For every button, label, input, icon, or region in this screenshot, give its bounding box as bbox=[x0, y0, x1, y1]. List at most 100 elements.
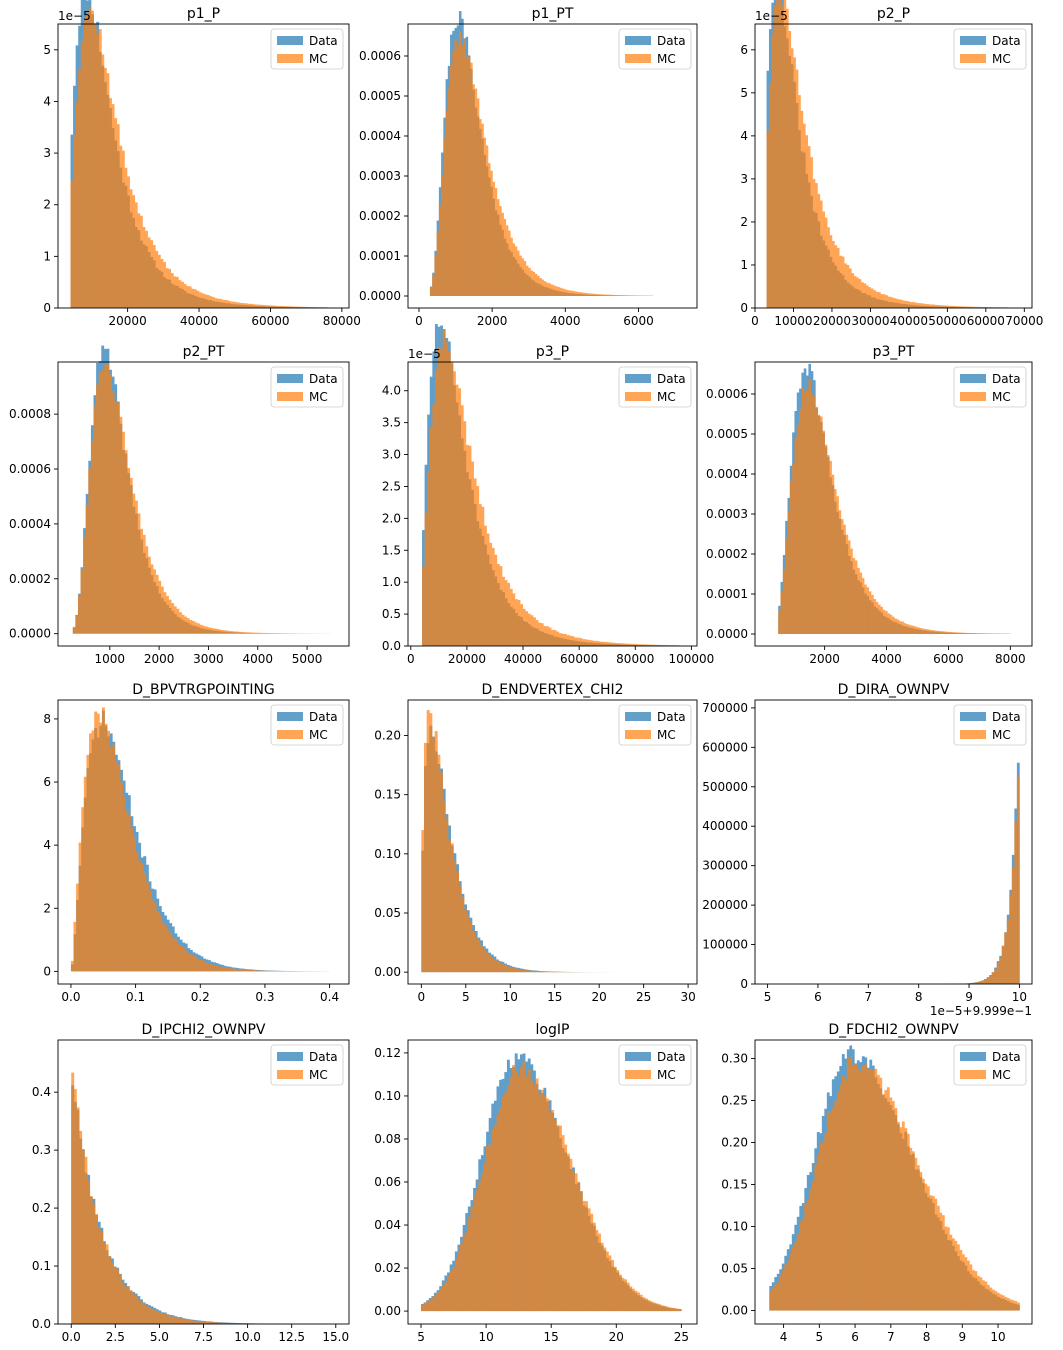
histogram-bar bbox=[122, 796, 126, 972]
legend-label-data: Data bbox=[309, 372, 338, 386]
histogram-bar bbox=[561, 288, 565, 296]
histogram-bar bbox=[865, 285, 869, 308]
x-tick-label: 9 bbox=[965, 990, 973, 1004]
histogram-bar bbox=[89, 1196, 93, 1324]
x-tick-label: 0.1 bbox=[126, 990, 145, 1004]
histogram-bar bbox=[561, 1135, 565, 1312]
histogram-bar bbox=[233, 631, 237, 634]
histogram-bar bbox=[175, 276, 179, 308]
histogram-bar bbox=[445, 110, 449, 297]
histogram-bar bbox=[502, 576, 505, 646]
histogram-bar bbox=[444, 1281, 448, 1312]
axes-frame bbox=[754, 23, 1033, 309]
histogram-bar bbox=[512, 593, 516, 646]
histogram-bar bbox=[142, 534, 146, 634]
histogram-bar bbox=[504, 1092, 508, 1312]
histogram-bar bbox=[856, 1068, 860, 1311]
histogram-bar bbox=[525, 265, 529, 296]
histogram-bar bbox=[902, 300, 905, 308]
histogram-bar bbox=[129, 478, 133, 634]
histogram-bar bbox=[104, 723, 108, 972]
histogram-bar bbox=[137, 213, 141, 308]
legend-label-mc: MC bbox=[309, 390, 328, 404]
histogram-bar bbox=[530, 970, 534, 973]
histogram-bar bbox=[220, 629, 224, 634]
histogram-bar bbox=[421, 829, 425, 973]
histogram-bar bbox=[216, 1322, 220, 1324]
histogram-bar bbox=[654, 644, 658, 646]
histogram-bar bbox=[268, 305, 272, 308]
histogram-bar bbox=[786, 1260, 790, 1311]
x-tick-label: 1000 bbox=[95, 652, 126, 666]
histogram-bar bbox=[470, 1206, 474, 1312]
histogram-bar bbox=[488, 954, 491, 973]
histogram-bar bbox=[921, 1178, 925, 1311]
histogram-bar bbox=[176, 943, 180, 972]
y-tick-label: 4 bbox=[740, 129, 748, 143]
legend-label-data: Data bbox=[657, 372, 686, 386]
x-tick-label: 0.0 bbox=[61, 990, 80, 1004]
histogram-bar bbox=[974, 982, 977, 984]
histogram-bar bbox=[851, 1065, 855, 1311]
y-tick-label: 0.0005 bbox=[706, 427, 748, 441]
histogram-bar bbox=[135, 851, 139, 972]
histogram-bar bbox=[204, 626, 208, 634]
legend-swatch-data bbox=[625, 712, 651, 721]
histogram-bar bbox=[926, 629, 930, 634]
histogram-bar bbox=[599, 294, 603, 296]
histogram-bar bbox=[516, 250, 520, 296]
histogram-bar bbox=[488, 1144, 492, 1312]
histogram-bar bbox=[187, 953, 191, 972]
histogram-bar bbox=[480, 945, 483, 973]
histogram-bar bbox=[193, 289, 197, 308]
histogram-bar bbox=[815, 406, 818, 634]
histogram-bar bbox=[802, 123, 806, 308]
histogram-bar bbox=[214, 298, 218, 308]
histogram-bar bbox=[161, 922, 165, 972]
histogram-bar bbox=[626, 295, 629, 296]
histogram-bar bbox=[80, 41, 84, 308]
x-tick-label: 15.0 bbox=[322, 1330, 349, 1344]
histogram-bar bbox=[189, 620, 193, 634]
histogram-bar bbox=[87, 1180, 91, 1324]
histogram-bar bbox=[924, 629, 928, 634]
histogram-bar bbox=[140, 863, 144, 972]
y-tick-label: 2 bbox=[740, 215, 748, 229]
histogram-bar bbox=[211, 296, 215, 308]
histogram-bar bbox=[934, 1198, 938, 1311]
legend-label-data: Data bbox=[309, 1050, 338, 1064]
x-tick-label: 80000 bbox=[323, 314, 361, 328]
histogram-bar bbox=[579, 638, 583, 646]
histogram-bar bbox=[1014, 1301, 1018, 1311]
histogram-bar bbox=[76, 1107, 80, 1324]
histogram-bar bbox=[158, 580, 162, 634]
x-tick-label: 0.2 bbox=[191, 990, 210, 1004]
legend-label-mc: MC bbox=[309, 52, 328, 66]
histogram-bar bbox=[834, 1100, 838, 1311]
histogram-bar bbox=[127, 814, 131, 972]
histogram-bar bbox=[522, 1061, 526, 1312]
y-tick-label: 0.05 bbox=[374, 906, 401, 920]
histogram-bar bbox=[458, 886, 462, 973]
histogram-bar bbox=[523, 261, 527, 296]
histogram-bar bbox=[926, 1186, 930, 1311]
histogram-bar bbox=[831, 1107, 835, 1311]
histogram-bar bbox=[116, 402, 120, 634]
histogram-bar bbox=[142, 1302, 146, 1324]
histogram-bar bbox=[550, 284, 553, 296]
histogram-bar bbox=[138, 860, 142, 972]
histogram-bar bbox=[426, 710, 430, 973]
legend: Data MC bbox=[270, 1044, 344, 1086]
histogram-bar bbox=[994, 1291, 998, 1311]
histogram-bar bbox=[977, 306, 981, 308]
histogram-panel-p3-pt: 2000 4000 6000 8000 0.0000 0.0001 0.0002 0.0003… bbox=[706, 344, 1033, 666]
series-mc bbox=[421, 1061, 682, 1312]
histogram-bar bbox=[783, 0, 787, 308]
histogram-bar bbox=[895, 298, 898, 308]
histogram-bar bbox=[233, 968, 237, 972]
histogram-bar bbox=[501, 1096, 505, 1312]
x-tick-label: 4000 bbox=[242, 652, 273, 666]
histogram-bar bbox=[824, 1133, 828, 1311]
histogram-bar bbox=[117, 764, 121, 972]
histogram-bar bbox=[481, 506, 485, 646]
